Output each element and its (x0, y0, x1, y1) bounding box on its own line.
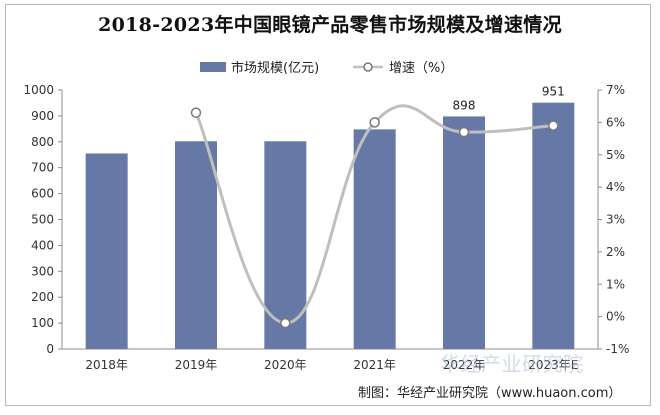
x-tick-label: 2022年 (443, 358, 486, 372)
left-tick-label: 600 (31, 187, 54, 201)
left-tick-label: 900 (31, 109, 54, 123)
x-tick-label: 2020年 (264, 358, 307, 372)
x-tick-label: 2021年 (353, 358, 396, 372)
legend-bar-swatch (200, 62, 226, 72)
x-tick-label: 2019年 (175, 358, 218, 372)
right-tick-label: -1% (606, 342, 629, 356)
right-tick-label: 3% (606, 213, 625, 227)
growth-point (548, 120, 559, 131)
right-tick-label: 2% (606, 245, 625, 259)
left-tick-label: 200 (31, 290, 54, 304)
growth-point (280, 317, 291, 329)
left-tick-label: 500 (31, 213, 54, 227)
growth-point (369, 117, 380, 128)
left-tick-label: 300 (31, 264, 54, 278)
x-tick-label: 2018年 (85, 358, 128, 372)
left-tick-label: 400 (31, 238, 54, 252)
growth-point (190, 107, 202, 118)
left-tick-label: 1000 (23, 83, 54, 97)
watermark-text: 华经产业研究院 (440, 352, 584, 376)
right-tick-label: 6% (606, 115, 625, 129)
bar (85, 153, 128, 349)
left-tick-label: 700 (31, 161, 54, 175)
legend-bar-label: 市场规模(亿元) (231, 60, 319, 76)
bar (353, 129, 396, 349)
bar (264, 141, 307, 349)
chart-title: 2018-2023年中国眼镜产品零售市场规模及增速情况 (98, 14, 562, 36)
bar (443, 116, 485, 349)
right-tick-label: 7% (606, 83, 625, 97)
right-tick-label: 4% (606, 180, 625, 194)
growth-point (458, 126, 470, 138)
right-tick-label: 0% (606, 310, 625, 324)
bar (532, 102, 575, 349)
bar-data-label: 951 (542, 85, 565, 99)
bar-data-label: 898 (453, 98, 476, 112)
x-tick-label: 2023年E (528, 358, 578, 372)
source-note: 制图：华经产业研究院（www.huaon.com） (358, 386, 622, 401)
right-tick-label: 5% (606, 148, 625, 162)
left-tick-label: 800 (31, 135, 54, 149)
legend-line-marker (363, 62, 373, 72)
left-tick-label: 100 (31, 316, 54, 330)
left-tick-label: 0 (46, 342, 54, 356)
legend-line-label: 增速（%） (389, 61, 453, 76)
bar (175, 141, 217, 349)
right-tick-label: 1% (606, 277, 625, 291)
